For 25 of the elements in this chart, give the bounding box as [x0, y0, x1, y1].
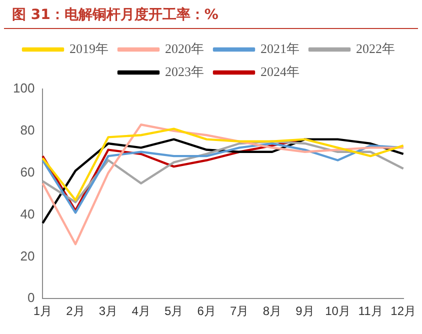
y-tick-label: 40 — [20, 206, 35, 222]
x-tick-label: 8月 — [262, 304, 282, 318]
y-tick-label: 80 — [20, 122, 35, 138]
legend-label: 2024年 — [260, 64, 300, 79]
legend-label: 2023年 — [165, 64, 204, 79]
y-tick-label: 0 — [27, 290, 35, 306]
x-tick-label: 7月 — [230, 304, 249, 318]
x-tick-label: 9月 — [296, 304, 314, 318]
x-tick-label: 11月 — [358, 304, 383, 318]
legend-label: 2021年 — [260, 40, 300, 56]
x-tick-label: 1月 — [33, 304, 52, 318]
x-tick-label: 12月 — [390, 304, 416, 318]
x-tick-label: 4月 — [132, 304, 150, 318]
chart-title: 图 31：电解铜杆月度开工率：% — [4, 0, 418, 29]
x-tick-label: 10月 — [325, 304, 350, 318]
y-tick-label: 100 — [12, 80, 35, 96]
y-tick-label: 20 — [20, 248, 35, 264]
x-tick-label: 6月 — [197, 304, 216, 318]
y-tick-label: 60 — [20, 164, 35, 180]
legend-label: 2020年 — [165, 40, 204, 56]
legend-label: 2019年 — [70, 40, 108, 56]
x-tick-label: 3月 — [98, 304, 118, 318]
legend-label: 2022年 — [356, 40, 395, 56]
x-tick-label: 2月 — [66, 304, 85, 318]
x-tick-label: 5月 — [164, 304, 184, 318]
